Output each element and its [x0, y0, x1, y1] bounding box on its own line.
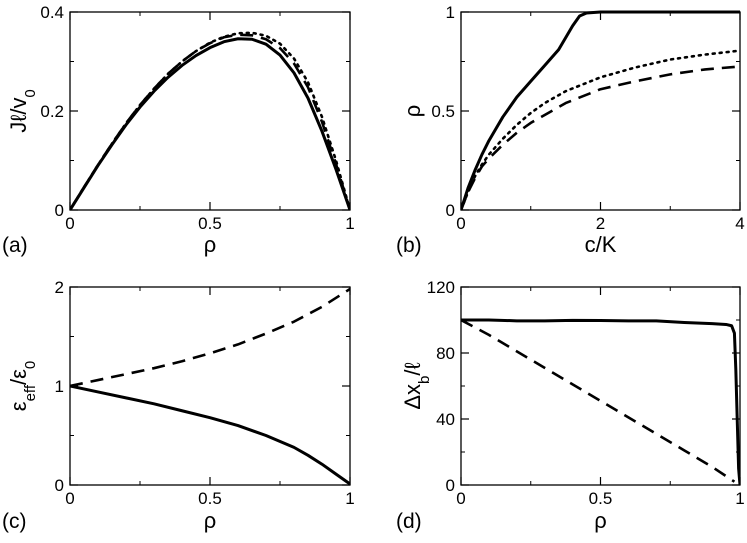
- panel-c-series-solid: [70, 384, 350, 485]
- panel-b-ytick-label: 0.5: [431, 102, 455, 121]
- panel-c-xlabel: ρ: [204, 508, 217, 533]
- panel-a-ytick-label: 0: [55, 201, 64, 220]
- panel-d: 0 0.5 1 0 40 80 120 ρ Δxb/ℓ (d): [396, 278, 745, 533]
- panel-d-ytick-label: 0: [446, 476, 455, 495]
- panel-c-series-dashed: [70, 287, 350, 388]
- panel-a-xtick-label: 0.5: [198, 214, 222, 233]
- panel-c-xtick-label: 1: [345, 489, 354, 508]
- panel-d-label: (d): [396, 510, 422, 533]
- panel-c-label: (c): [2, 510, 27, 533]
- panel-b: 0 2 4 0 0.5 1 c/K ρ (b): [396, 3, 745, 257]
- panel-b-label: (b): [396, 234, 422, 257]
- panel-d-xlabel: ρ: [594, 508, 607, 533]
- panel-d-xtick-label: 0: [456, 489, 465, 508]
- panel-c-ylabel: εeff/ε0: [6, 361, 39, 411]
- panel-d-xtick-label: 1: [735, 489, 744, 508]
- panel-a-ytick-label: 0.2: [40, 102, 64, 121]
- panel-a-xlabel: ρ: [204, 232, 217, 257]
- panel-c: 0 0.5 1 0 1 2 ρ εeff/ε0 (c): [2, 278, 355, 533]
- panel-b-xtick-label: 0: [456, 214, 465, 233]
- panel-a-ylabel: Jℓ/v0: [6, 89, 39, 133]
- panel-b-series-dotted: [461, 49, 740, 210]
- panel-d-ytick-label: 120: [427, 278, 455, 297]
- panel-a-label: (a): [2, 234, 28, 257]
- panel-a-xtick-label: 1: [345, 214, 354, 233]
- panel-a-ytick-label: 0.4: [40, 3, 64, 22]
- panel-b-series-dashed: [461, 65, 740, 210]
- panel-b-xlabel: c/K: [585, 232, 617, 257]
- panel-a: 0 0.5 1 0 0.2 0.4 ρ Jℓ/v0 (a): [2, 3, 355, 257]
- panel-d-xtick-label: 0.5: [589, 489, 613, 508]
- panel-c-ytick-label: 0: [55, 476, 64, 495]
- panel-c-xtick-label: 0.5: [198, 489, 222, 508]
- panel-b-ylabel: ρ: [400, 105, 425, 118]
- panel-d-ytick-label: 40: [436, 410, 455, 429]
- panel-c-ytick-label: 1: [55, 377, 64, 396]
- panel-b-ytick-label: 1: [446, 3, 455, 22]
- panel-a-xtick-label: 0: [65, 214, 74, 233]
- panel-b-xtick-label: 2: [596, 214, 605, 233]
- panel-a-series-dashed: [70, 33, 350, 210]
- panel-b-ytick-label: 0: [446, 201, 455, 220]
- panel-c-ytick-label: 2: [55, 278, 64, 297]
- panel-b-xtick-label: 4: [735, 214, 744, 233]
- panel-d-ylabel: Δxb/ℓ: [400, 361, 433, 409]
- panel-d-ytick-label: 80: [436, 344, 455, 363]
- panel-d-series-dashed: [461, 318, 736, 483]
- panel-c-xtick-label: 0: [65, 489, 74, 508]
